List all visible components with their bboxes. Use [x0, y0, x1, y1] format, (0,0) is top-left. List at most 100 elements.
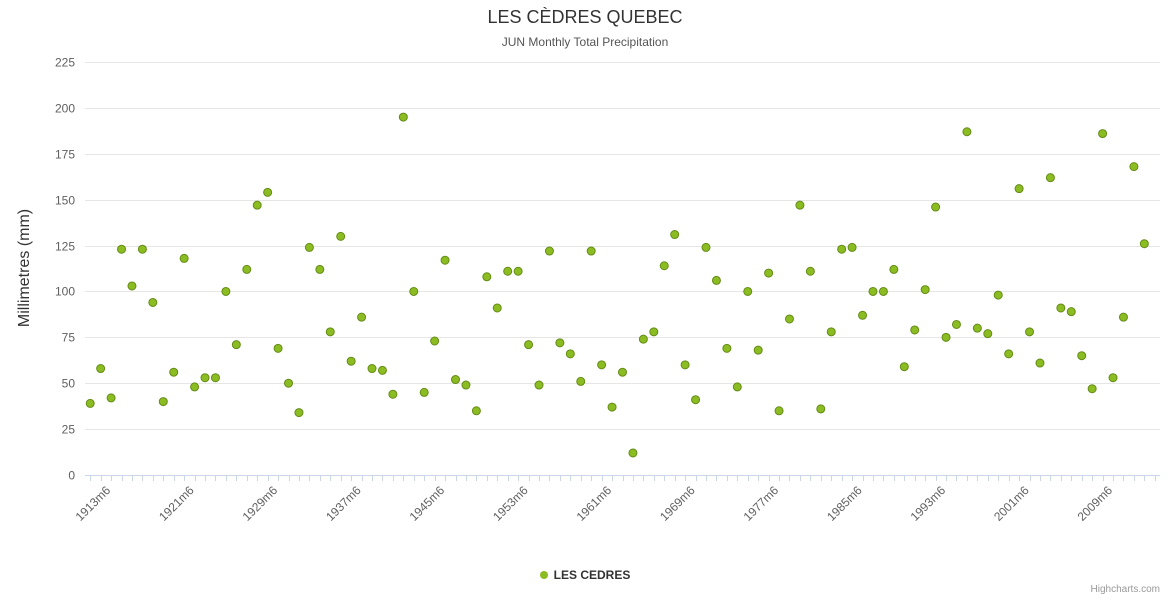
data-point[interactable] — [972, 323, 982, 333]
data-point[interactable] — [1025, 327, 1035, 337]
data-point[interactable] — [304, 242, 314, 252]
data-point[interactable] — [388, 389, 398, 399]
data-point[interactable] — [691, 395, 701, 405]
data-point[interactable] — [753, 345, 763, 355]
data-point[interactable] — [1139, 239, 1149, 249]
data-point[interactable] — [85, 398, 95, 408]
data-point[interactable] — [565, 349, 575, 359]
data-point[interactable] — [795, 200, 805, 210]
data-point[interactable] — [1129, 162, 1139, 172]
data-point[interactable] — [576, 376, 586, 386]
data-point[interactable] — [294, 408, 304, 418]
data-point[interactable] — [106, 393, 116, 403]
data-point[interactable] — [868, 286, 878, 296]
data-point[interactable] — [764, 268, 774, 278]
data-point[interactable] — [534, 380, 544, 390]
data-point[interactable] — [962, 127, 972, 137]
data-point[interactable] — [137, 244, 147, 254]
data-point[interactable] — [1066, 307, 1076, 317]
data-point[interactable] — [273, 343, 283, 353]
data-point[interactable] — [179, 253, 189, 263]
legend-item[interactable]: LES CEDRES — [0, 568, 1170, 582]
data-point[interactable] — [878, 286, 888, 296]
data-point[interactable] — [96, 364, 106, 374]
data-point[interactable] — [346, 356, 356, 366]
data-point[interactable] — [158, 397, 168, 407]
data-point[interactable] — [701, 242, 711, 252]
data-point[interactable] — [409, 286, 419, 296]
data-point[interactable] — [858, 310, 868, 320]
data-point[interactable] — [315, 264, 325, 274]
data-point[interactable] — [951, 319, 961, 329]
data-point[interactable] — [586, 246, 596, 256]
data-point[interactable] — [774, 406, 784, 416]
data-point[interactable] — [847, 242, 857, 252]
data-point[interactable] — [1014, 184, 1024, 194]
data-point[interactable] — [784, 314, 794, 324]
data-point[interactable] — [1108, 373, 1118, 383]
data-point[interactable] — [200, 373, 210, 383]
data-point[interactable] — [670, 230, 680, 240]
data-point[interactable] — [190, 382, 200, 392]
data-point[interactable] — [398, 112, 408, 122]
data-point[interactable] — [482, 272, 492, 282]
data-point[interactable] — [1004, 349, 1014, 359]
data-point[interactable] — [931, 202, 941, 212]
data-point[interactable] — [430, 336, 440, 346]
data-point[interactable] — [805, 266, 815, 276]
data-point[interactable] — [263, 187, 273, 197]
data-point[interactable] — [117, 244, 127, 254]
data-point[interactable] — [357, 312, 367, 322]
data-point[interactable] — [607, 402, 617, 412]
data-point[interactable] — [659, 261, 669, 271]
data-point[interactable] — [910, 325, 920, 335]
data-point[interactable] — [524, 340, 534, 350]
data-point[interactable] — [471, 406, 481, 416]
data-point[interactable] — [889, 264, 899, 274]
data-point[interactable] — [451, 375, 461, 385]
data-point[interactable] — [722, 343, 732, 353]
data-point[interactable] — [210, 373, 220, 383]
data-point[interactable] — [127, 281, 137, 291]
data-point[interactable] — [826, 327, 836, 337]
data-point[interactable] — [377, 365, 387, 375]
highcharts-credits-link[interactable]: Highcharts.com — [1090, 584, 1160, 595]
data-point[interactable] — [628, 448, 638, 458]
data-point[interactable] — [544, 246, 554, 256]
data-point[interactable] — [711, 275, 721, 285]
data-point[interactable] — [983, 329, 993, 339]
data-point[interactable] — [1035, 358, 1045, 368]
data-point[interactable] — [169, 367, 179, 377]
data-point[interactable] — [1045, 173, 1055, 183]
data-point[interactable] — [649, 327, 659, 337]
data-point[interactable] — [148, 297, 158, 307]
data-point[interactable] — [941, 332, 951, 342]
data-point[interactable] — [221, 286, 231, 296]
data-point[interactable] — [336, 231, 346, 241]
data-point[interactable] — [461, 380, 471, 390]
data-point[interactable] — [242, 264, 252, 274]
data-point[interactable] — [231, 340, 241, 350]
data-point[interactable] — [743, 286, 753, 296]
data-point[interactable] — [920, 285, 930, 295]
data-point[interactable] — [993, 290, 1003, 300]
data-point[interactable] — [680, 360, 690, 370]
data-point[interactable] — [618, 367, 627, 377]
data-point[interactable] — [899, 362, 909, 372]
data-point[interactable] — [492, 303, 502, 313]
data-point[interactable] — [1087, 384, 1097, 394]
data-point[interactable] — [367, 364, 377, 374]
data-point[interactable] — [252, 200, 262, 210]
data-point[interactable] — [837, 244, 847, 254]
data-point[interactable] — [1077, 351, 1087, 361]
data-point[interactable] — [284, 378, 294, 388]
data-point[interactable] — [503, 266, 513, 276]
data-point[interactable] — [419, 387, 429, 397]
data-point[interactable] — [325, 327, 335, 337]
data-point[interactable] — [1098, 129, 1108, 139]
data-point[interactable] — [440, 255, 450, 265]
data-point[interactable] — [555, 338, 565, 348]
data-point[interactable] — [816, 404, 826, 414]
data-point[interactable] — [638, 334, 648, 344]
data-point[interactable] — [597, 360, 607, 370]
